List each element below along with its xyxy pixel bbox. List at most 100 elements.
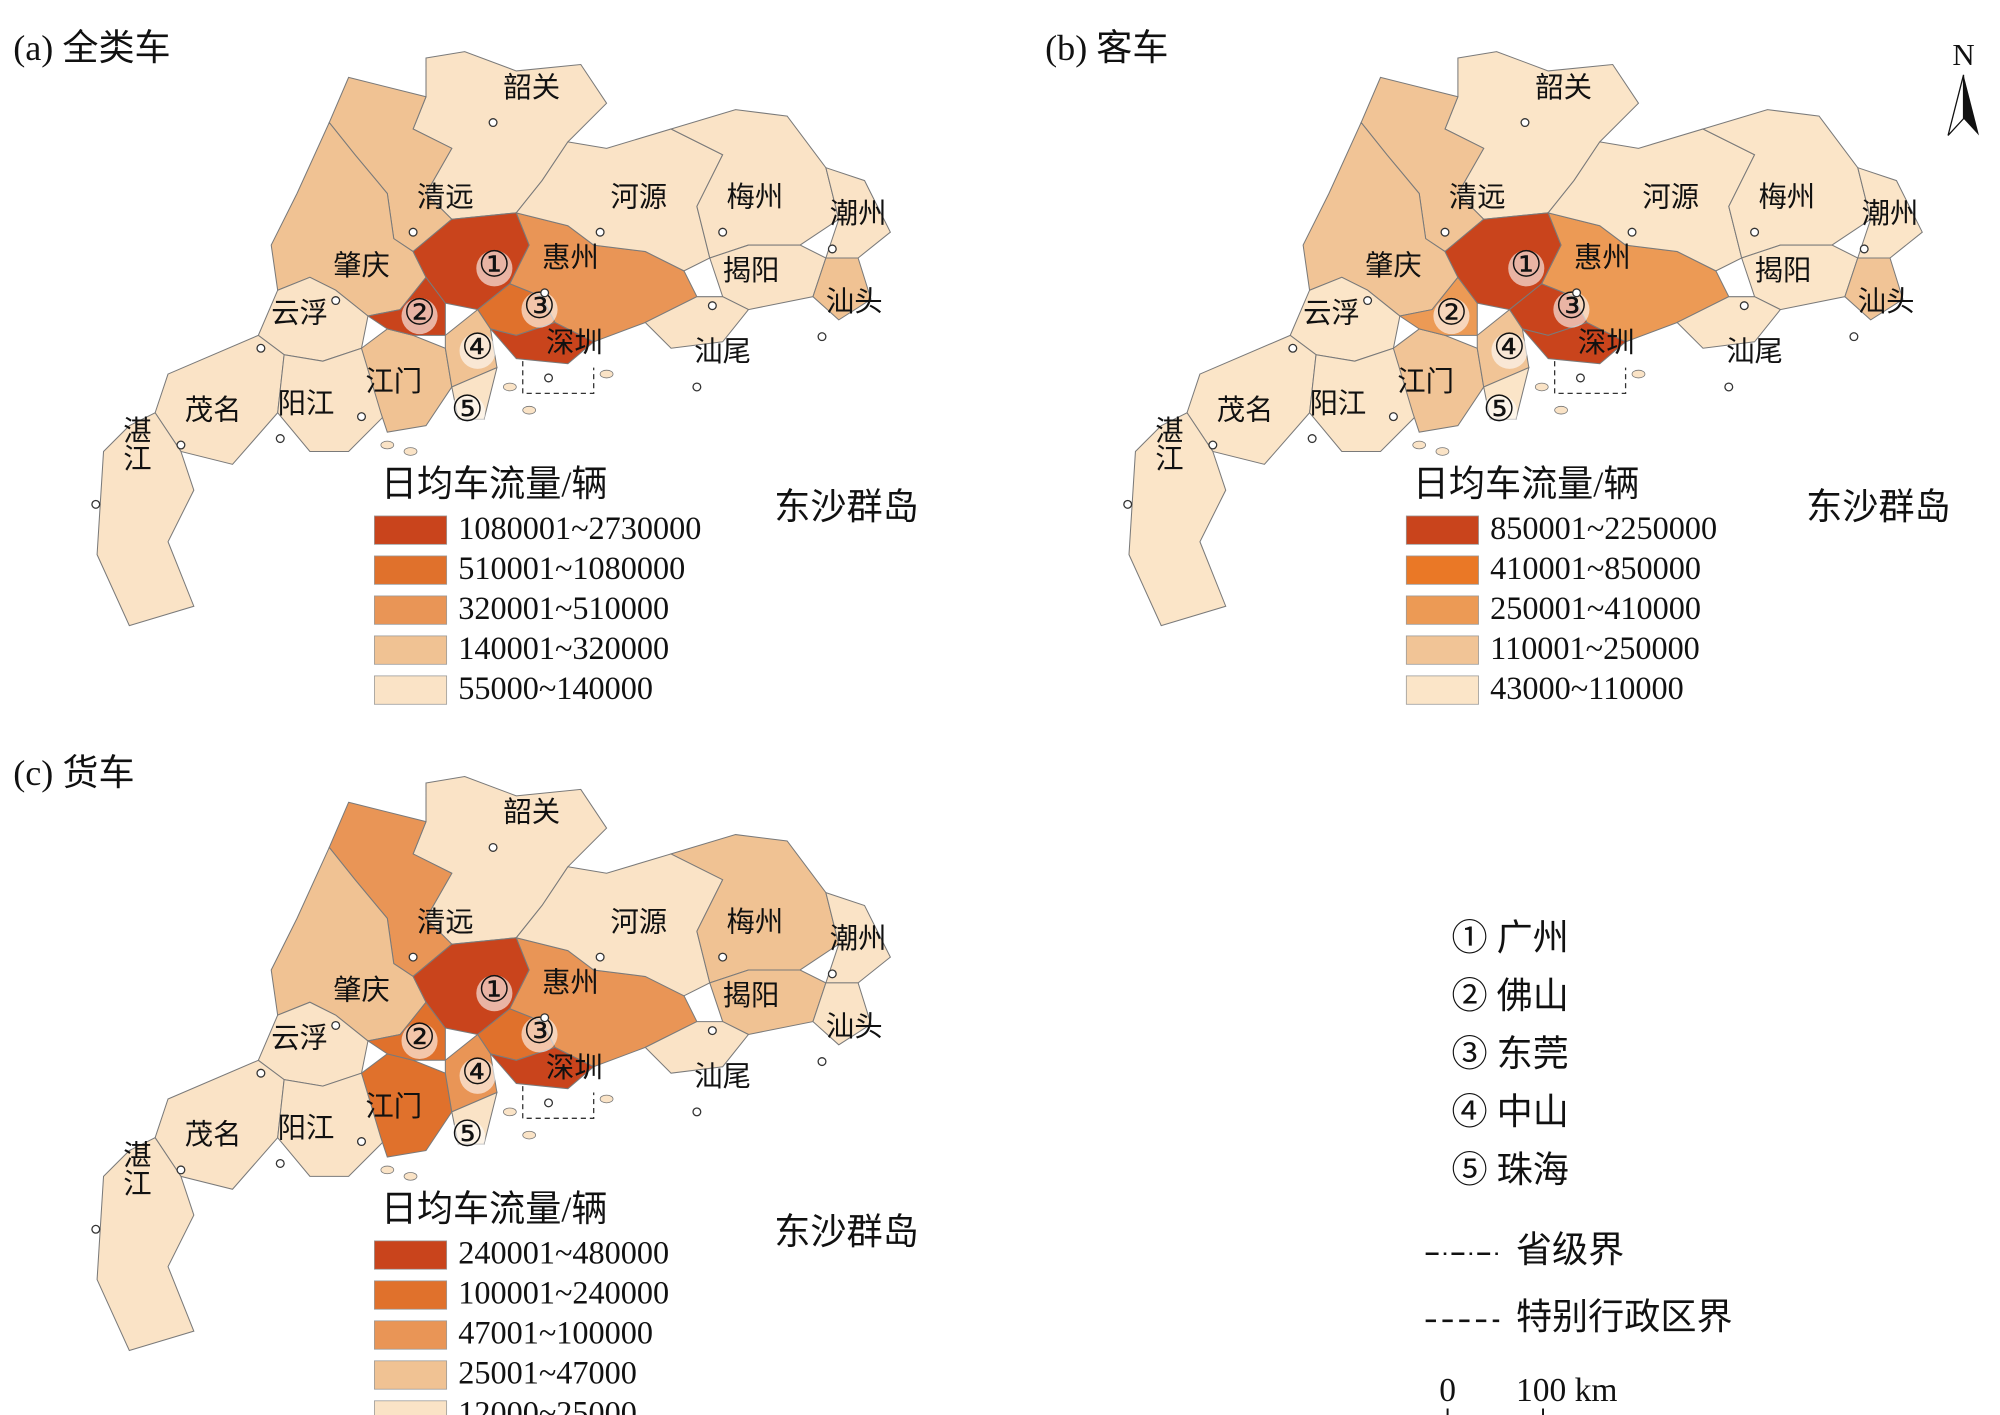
region-label: ⑤ <box>1483 389 1515 429</box>
legend-label: 1080001~2730000 <box>458 510 701 546</box>
city-seat <box>408 227 418 237</box>
sar-boundary <box>522 1086 595 1119</box>
island <box>503 1107 517 1117</box>
city-seat <box>1363 296 1373 306</box>
region-label: 茂名 <box>185 394 242 426</box>
region-label: 云浮 <box>271 1022 328 1054</box>
legend-label: 25001~47000 <box>458 1355 637 1391</box>
panel-title: (c) 货车 <box>13 753 134 793</box>
region-label: 湛江 <box>1151 415 1182 472</box>
legend-label: 47001~100000 <box>458 1315 653 1351</box>
legend-title: 日均车流量/辆 <box>381 1189 608 1229</box>
north-arrow <box>1963 74 1980 136</box>
legend-title: 日均车流量/辆 <box>1413 464 1640 504</box>
island <box>503 382 517 392</box>
city-seat <box>718 952 728 962</box>
region-label: ③ <box>523 1011 555 1051</box>
region <box>812 257 872 321</box>
marker-circle <box>1481 394 1518 431</box>
legend-swatch <box>1405 675 1479 705</box>
region-label: 肇庆 <box>1365 250 1422 282</box>
region-label: 惠州 <box>542 242 599 274</box>
scale-label: 100 km <box>1516 1372 1617 1409</box>
boundary-label: 省级界 <box>1516 1230 1624 1270</box>
city-seat <box>707 301 717 311</box>
city-seat <box>331 1020 341 1030</box>
legend-label: 850001~2250000 <box>1490 510 1717 546</box>
region-label: 阳江 <box>278 388 335 420</box>
region-label: ⑤ <box>451 389 483 429</box>
marker-circle <box>476 250 513 287</box>
region-label: 云浮 <box>1303 298 1360 330</box>
legend-swatch <box>1405 595 1479 625</box>
legend-label: 43000~110000 <box>1490 670 1684 706</box>
legend-label: 410001~850000 <box>1490 550 1701 586</box>
city-seat <box>692 1107 702 1117</box>
city-seat <box>356 1137 367 1147</box>
island <box>1435 447 1450 456</box>
region-label: 潮州 <box>830 198 887 230</box>
region-label: ④ <box>461 1052 493 1092</box>
island <box>403 1172 418 1181</box>
legend-label: 240001~480000 <box>458 1235 669 1271</box>
region-label: 汕头 <box>826 1011 883 1043</box>
city-seat <box>275 1158 285 1168</box>
islands-label: 东沙群岛 <box>774 1212 918 1252</box>
legend-swatch <box>1405 555 1479 585</box>
region-label: ① <box>478 245 510 285</box>
region <box>1128 412 1227 627</box>
marker-circle <box>1508 250 1545 287</box>
region-label: 韶关 <box>503 72 560 104</box>
region-label: 揭阳 <box>1755 255 1812 287</box>
key-item: ④ 中山 <box>1451 1092 1568 1132</box>
city-seat <box>176 1165 186 1175</box>
region-label: ② <box>1435 292 1467 332</box>
region-label: 韶关 <box>1535 72 1592 104</box>
region-label: 河源 <box>1642 181 1699 213</box>
region-label: 汕头 <box>1858 286 1915 318</box>
legend-swatch <box>374 635 448 665</box>
region-label: ④ <box>1493 327 1525 367</box>
boundary-label: 特别行政区界 <box>1516 1297 1733 1337</box>
key-item: ③ 东莞 <box>1451 1034 1568 1074</box>
region <box>644 296 750 349</box>
region-label: 揭阳 <box>723 980 780 1012</box>
city-seat <box>595 952 605 962</box>
legend-swatch <box>1405 515 1479 545</box>
region-label: 深圳 <box>546 328 603 359</box>
city-seat <box>1627 227 1637 237</box>
region <box>96 412 195 627</box>
city-seat <box>540 288 550 298</box>
region <box>1676 296 1782 349</box>
city-seat <box>1307 434 1317 444</box>
city-seat <box>1388 412 1398 422</box>
legend-label: 12000~25000 <box>458 1395 637 1415</box>
city-seat <box>1123 499 1133 509</box>
region-label: 潮州 <box>830 923 887 955</box>
region-label: 潮州 <box>1862 198 1919 230</box>
scale-zero: 0 <box>1439 1372 1456 1409</box>
city-seat <box>1575 373 1585 383</box>
region-label: 河源 <box>610 906 667 938</box>
island <box>599 369 614 379</box>
region-label: 清远 <box>417 906 474 938</box>
region-label: 江门 <box>365 366 422 398</box>
city-seat <box>540 1013 550 1023</box>
region-label: 汕尾 <box>694 1061 751 1093</box>
city-seat <box>1572 288 1582 298</box>
city-seat <box>256 1068 266 1078</box>
region-label: 惠州 <box>1574 242 1631 274</box>
legend-swatch <box>374 1400 448 1415</box>
key-item: ② 佛山 <box>1451 976 1568 1016</box>
island <box>1412 440 1427 450</box>
region-label: ② <box>403 292 435 332</box>
region-label: 梅州 <box>727 906 784 938</box>
region-label: ③ <box>523 286 555 326</box>
marker-circle <box>449 394 486 431</box>
islands-label: 东沙群岛 <box>1806 487 1950 527</box>
city-seat <box>1849 332 1859 342</box>
region-label: 肇庆 <box>333 975 390 1007</box>
